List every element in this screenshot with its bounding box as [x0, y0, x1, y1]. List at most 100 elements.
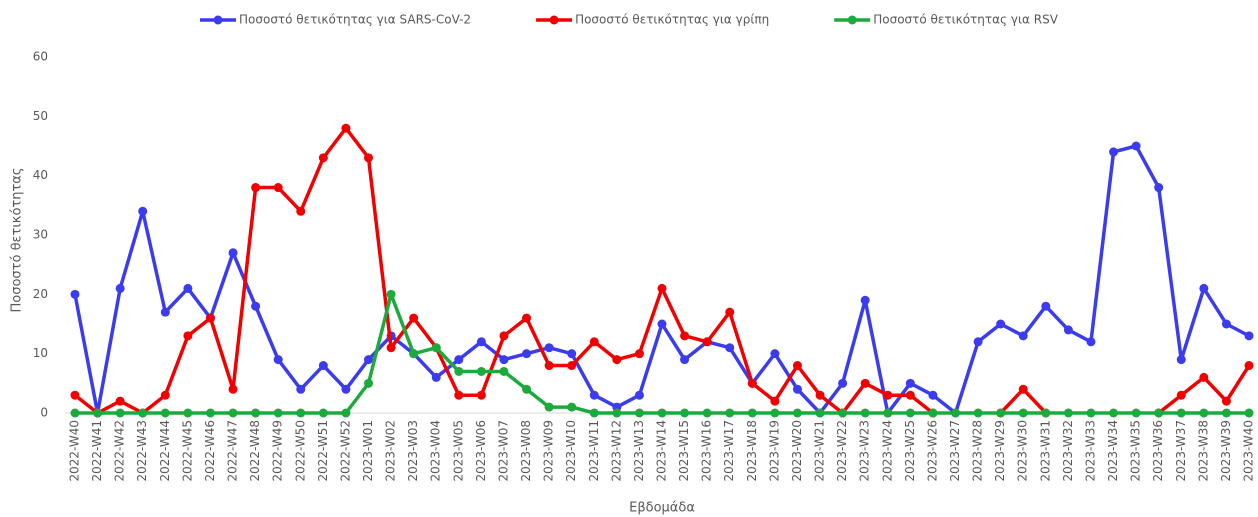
data-point: [770, 396, 780, 406]
x-tick-label: 2022-W47: [226, 420, 240, 482]
data-point: [409, 313, 419, 323]
data-point: [115, 396, 125, 406]
data-point: [567, 349, 577, 359]
data-point: [273, 355, 283, 365]
data-point: [883, 390, 893, 400]
data-point: [567, 402, 577, 412]
data-point: [251, 301, 261, 311]
data-point: [1244, 331, 1254, 341]
data-point: [725, 307, 735, 317]
y-axis-title: Ποσοστό θετικότητας: [10, 168, 25, 313]
x-tick-label: 2023-W14: [655, 420, 669, 482]
data-point: [251, 408, 261, 418]
data-point: [205, 408, 215, 418]
x-tick-label: 2023-W28: [971, 420, 985, 482]
x-tick-label: 2022-W42: [113, 420, 127, 482]
data-point: [341, 384, 351, 394]
data-point: [1154, 408, 1164, 418]
data-point: [454, 355, 464, 365]
x-tick-label: 2023-W02: [384, 420, 398, 482]
data-point: [770, 408, 780, 418]
x-tick-label: 2023-W15: [677, 420, 691, 482]
data-point: [251, 183, 261, 193]
data-point: [657, 408, 667, 418]
x-tick-label: 2023-W38: [1196, 420, 1210, 482]
data-point: [296, 206, 306, 216]
data-point: [1109, 147, 1119, 157]
data-point: [1221, 408, 1231, 418]
data-point: [747, 378, 757, 388]
data-point: [1131, 408, 1141, 418]
data-point: [1221, 319, 1231, 329]
y-tick-label: 0: [40, 406, 48, 420]
x-tick-label: 2023-W10: [564, 420, 578, 482]
data-point: [860, 295, 870, 305]
x-tick-label: 2023-W08: [519, 420, 533, 482]
data-point: [386, 343, 396, 353]
data-point: [567, 361, 577, 371]
legend-marker: [847, 15, 857, 25]
data-point: [883, 408, 893, 418]
data-point: [499, 355, 509, 365]
data-point: [228, 384, 238, 394]
data-point: [973, 337, 983, 347]
x-tick-label: 2023-W32: [1061, 420, 1075, 482]
data-point: [1018, 408, 1028, 418]
data-point: [499, 366, 509, 376]
x-tick-label: 2023-W17: [722, 420, 736, 482]
data-point: [1199, 372, 1209, 382]
y-tick-label: 30: [33, 228, 48, 242]
data-point: [1199, 408, 1209, 418]
x-tick-label: 2023-W39: [1219, 420, 1233, 482]
x-tick-label: 2022-W49: [271, 420, 285, 482]
data-point: [1176, 355, 1186, 365]
legend-label: Ποσοστό θετικότητας για γρίπη: [575, 13, 769, 27]
legend-marker: [213, 15, 223, 25]
legend-label: Ποσοστό θετικότητας για SARS-CoV-2: [239, 13, 471, 27]
x-tick-label: 2023-W13: [632, 420, 646, 482]
data-point: [544, 361, 554, 371]
data-point: [996, 408, 1006, 418]
x-tick-label: 2023-W31: [1038, 420, 1052, 482]
x-tick-label: 2023-W16: [700, 420, 714, 482]
data-point: [1199, 283, 1209, 293]
data-point: [409, 349, 419, 359]
x-tick-label: 2023-W40: [1242, 420, 1256, 482]
data-point: [476, 366, 486, 376]
data-point: [499, 331, 509, 341]
data-point: [228, 408, 238, 418]
data-point: [1086, 408, 1096, 418]
data-point: [1176, 408, 1186, 418]
data-point: [1131, 141, 1141, 151]
data-point: [183, 408, 193, 418]
data-point: [905, 378, 915, 388]
data-point: [792, 384, 802, 394]
data-point: [928, 390, 938, 400]
data-point: [770, 349, 780, 359]
x-tick-label: 2022-W52: [338, 420, 352, 482]
x-tick-label: 2023-W26: [925, 420, 939, 482]
data-point: [1086, 337, 1096, 347]
data-point: [454, 366, 464, 376]
data-point: [273, 408, 283, 418]
data-point: [364, 153, 373, 163]
x-tick-label: 2023-W29: [993, 420, 1007, 482]
x-tick-label: 2023-W19: [767, 420, 781, 482]
x-tick-label: 2023-W03: [406, 420, 420, 482]
data-point: [680, 408, 690, 418]
data-point: [1041, 408, 1051, 418]
data-point: [386, 289, 396, 299]
x-tick-label: 2023-W09: [542, 420, 556, 482]
data-point: [70, 408, 80, 418]
x-tick-label: 2022-W40: [68, 420, 82, 482]
data-point: [183, 331, 193, 341]
data-point: [1221, 396, 1231, 406]
data-point: [431, 372, 441, 382]
data-point: [318, 153, 328, 163]
x-tick-label: 2023-W11: [587, 420, 601, 482]
series-line: [73, 144, 1250, 415]
data-point: [1063, 408, 1073, 418]
data-point: [838, 378, 848, 388]
data-point: [522, 313, 532, 323]
data-point: [318, 408, 328, 418]
